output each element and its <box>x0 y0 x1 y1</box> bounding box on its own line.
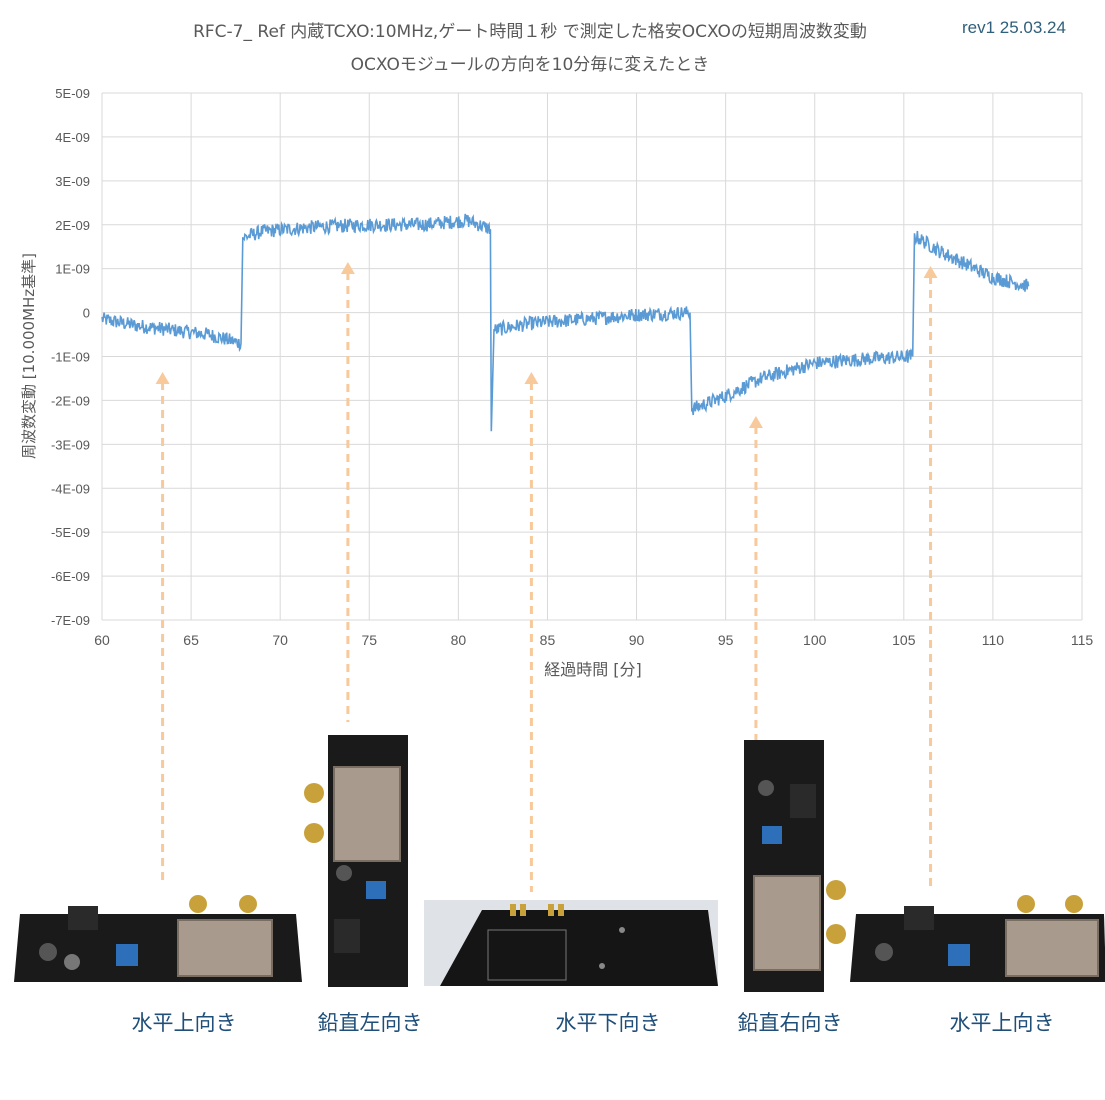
y-tick-label: -1E-09 <box>51 350 90 365</box>
y-tick-label: -3E-09 <box>51 437 90 452</box>
x-axis: 60 65 70 75 80 85 90 95 100 105 110 115 <box>94 632 1093 648</box>
y-tick-label: 2E-09 <box>55 218 90 233</box>
y-tick-label: 3E-09 <box>55 174 90 189</box>
y-tick-label: -6E-09 <box>51 569 90 584</box>
y-tick-label: 4E-09 <box>55 130 90 145</box>
orientation-arrow-head <box>155 372 170 384</box>
board-horizontal-down <box>424 900 718 986</box>
x-tick-label: 110 <box>982 632 1005 648</box>
x-tick-label: 95 <box>718 632 734 648</box>
board-vertical-right <box>744 740 846 992</box>
orientation-caption: 水平下向き <box>555 1011 661 1035</box>
y-tick-label: -5E-09 <box>51 525 90 540</box>
chart-title-line2: OCXOモジュールの方向を10分毎に変えたとき <box>350 55 710 75</box>
y-tick-label: 0 <box>83 306 90 321</box>
orientation-arrow-head <box>340 262 355 274</box>
board-vertical-left <box>304 735 408 987</box>
x-tick-label: 75 <box>361 632 377 648</box>
y-tick-label: 1E-09 <box>55 262 90 277</box>
x-tick-label: 100 <box>803 632 827 648</box>
frequency-series-line <box>101 213 1030 432</box>
orientation-caption: 水平上向き <box>131 1011 237 1035</box>
y-axis-label: 周波数変動 [10.000MHz基準] <box>20 253 38 459</box>
y-axis: 5E-09 4E-09 3E-09 2E-09 1E-09 0 -1E-09 -2E-09 -3… <box>51 86 90 628</box>
chart-title-line1: RFC-7_ Ref 内蔵TCXO:10MHz,ゲート時間１秒 で測定した格安O… <box>193 22 867 42</box>
revision-label: rev1 25.03.24 <box>962 18 1066 37</box>
x-tick-label: 80 <box>451 632 467 648</box>
x-axis-label: 経過時間 [分] <box>544 660 642 679</box>
y-tick-label: -4E-09 <box>51 481 90 496</box>
x-tick-label: 115 <box>1071 632 1094 648</box>
orientation-arrows <box>155 262 938 892</box>
board-horizontal-up-2 <box>850 895 1105 982</box>
y-tick-label: -2E-09 <box>51 393 90 408</box>
x-tick-label: 90 <box>629 632 645 648</box>
x-tick-label: 70 <box>272 632 288 648</box>
board-horizontal-up-1 <box>14 895 302 982</box>
x-tick-label: 65 <box>183 632 199 648</box>
orientation-caption: 水平上向き <box>949 1011 1055 1035</box>
x-tick-label: 60 <box>94 632 110 648</box>
orientation-arrow-head <box>524 372 539 384</box>
y-tick-label: 5E-09 <box>55 86 90 101</box>
y-tick-label: -7E-09 <box>51 613 90 628</box>
x-tick-label: 85 <box>540 632 556 648</box>
x-tick-label: 105 <box>892 632 916 648</box>
orientation-arrow-head <box>748 416 763 428</box>
chart-grid <box>101 92 1083 621</box>
orientation-arrow-head <box>923 266 938 278</box>
orientation-caption: 鉛直右向き <box>737 1011 843 1035</box>
orientation-caption: 鉛直左向き <box>317 1011 423 1035</box>
